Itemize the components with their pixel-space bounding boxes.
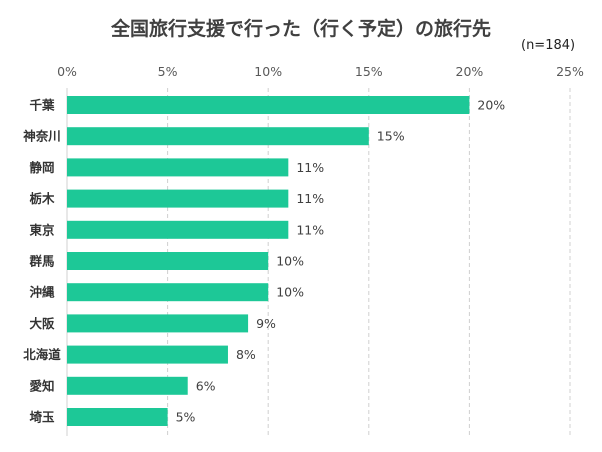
category-label: 東京 [29, 222, 55, 237]
bar [67, 345, 228, 364]
x-tick-label: 25% [556, 64, 584, 79]
data-label: 8% [236, 347, 256, 362]
category-label: 千葉 [29, 98, 55, 113]
category-label: 沖縄 [29, 285, 55, 300]
category-label: 大阪 [29, 316, 55, 331]
data-label: 5% [176, 410, 196, 425]
chart-title: 全国旅行支援で行った（行く予定）の旅行先 [110, 18, 491, 40]
x-tick-label: 15% [355, 64, 383, 79]
data-label: 9% [256, 316, 276, 331]
bar [67, 408, 168, 426]
bar [67, 189, 289, 208]
category-label: 北海道 [23, 347, 61, 362]
bar [67, 283, 269, 302]
category-label: 愛知 [29, 378, 54, 393]
bar [67, 96, 470, 114]
category-label: 群馬 [28, 254, 54, 269]
bar [67, 252, 269, 270]
x-tick-label: 10% [254, 64, 282, 79]
bar [67, 376, 188, 395]
data-label: 6% [196, 378, 216, 393]
category-label: 栃木 [29, 191, 55, 206]
data-label: 11% [296, 160, 324, 175]
data-label: 15% [377, 129, 405, 144]
x-tick-label: 0% [57, 64, 77, 79]
data-label: 10% [276, 285, 304, 300]
bar [67, 158, 289, 177]
data-label: 11% [296, 222, 324, 237]
category-label: 神奈川 [23, 129, 61, 144]
category-label: 埼玉 [29, 410, 55, 425]
category-label: 静岡 [29, 160, 54, 175]
data-label: 11% [296, 191, 324, 206]
data-label: 10% [276, 254, 304, 269]
x-tick-label: 20% [456, 64, 484, 79]
sample-size-note: (n=184) [521, 38, 576, 53]
x-tick-label: 5% [158, 64, 178, 79]
bar [67, 220, 289, 239]
bar [67, 314, 249, 333]
data-label: 20% [477, 98, 505, 113]
bar [67, 127, 369, 146]
